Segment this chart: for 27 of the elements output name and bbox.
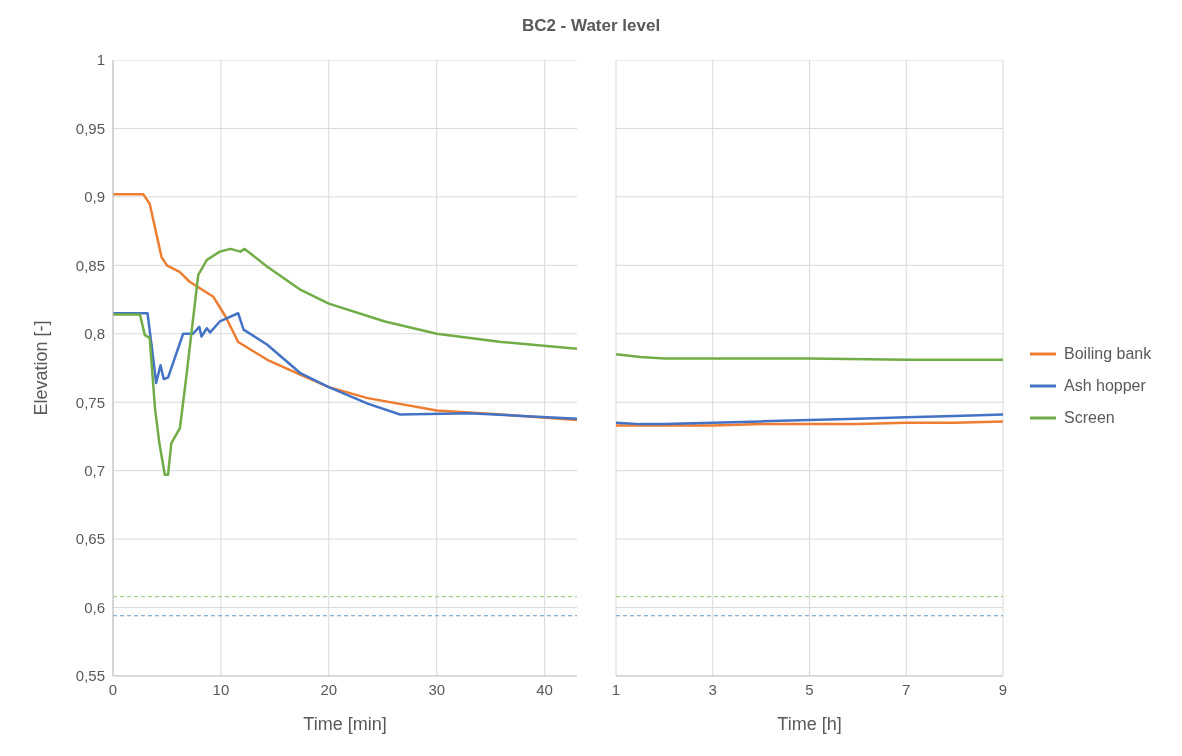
- y-tick-label: 0,9: [84, 188, 105, 206]
- y-tick-label: 0,8: [84, 325, 105, 343]
- x-tick-label: 7: [902, 680, 911, 698]
- y-tick-label: 0,75: [75, 393, 105, 411]
- x-tick-label: 30: [428, 680, 446, 698]
- x-axis-title: Time [min]: [303, 714, 387, 734]
- y-tick-label: 0,95: [75, 119, 105, 137]
- x-axis-title: Time [h]: [777, 714, 842, 734]
- y-axis-title: Elevation [-]: [31, 320, 52, 416]
- x-tick-label: 9: [998, 680, 1008, 698]
- y-tick-label: 1: [96, 51, 105, 69]
- y-tick-label: 0,55: [75, 667, 105, 685]
- x-tick-label: 3: [708, 680, 717, 698]
- y-tick-label: 0,85: [75, 256, 105, 274]
- legend-label: Boiling bank: [1064, 345, 1152, 363]
- x-tick-label: 5: [805, 680, 814, 698]
- legend-label: Screen: [1064, 409, 1115, 427]
- chart-title: BC2 - Water level: [520, 16, 662, 36]
- x-tick-label: 40: [536, 680, 553, 698]
- y-tick-label: 0,65: [75, 530, 105, 548]
- x-tick-label: 0: [108, 680, 118, 698]
- x-tick-label: 1: [611, 680, 621, 698]
- y-tick-label: 0,6: [84, 598, 105, 616]
- legend-label: Ash hopper: [1064, 377, 1146, 395]
- y-tick-label: 0,7: [84, 461, 105, 479]
- x-tick-label: 10: [212, 680, 230, 698]
- x-tick-label: 20: [320, 680, 338, 698]
